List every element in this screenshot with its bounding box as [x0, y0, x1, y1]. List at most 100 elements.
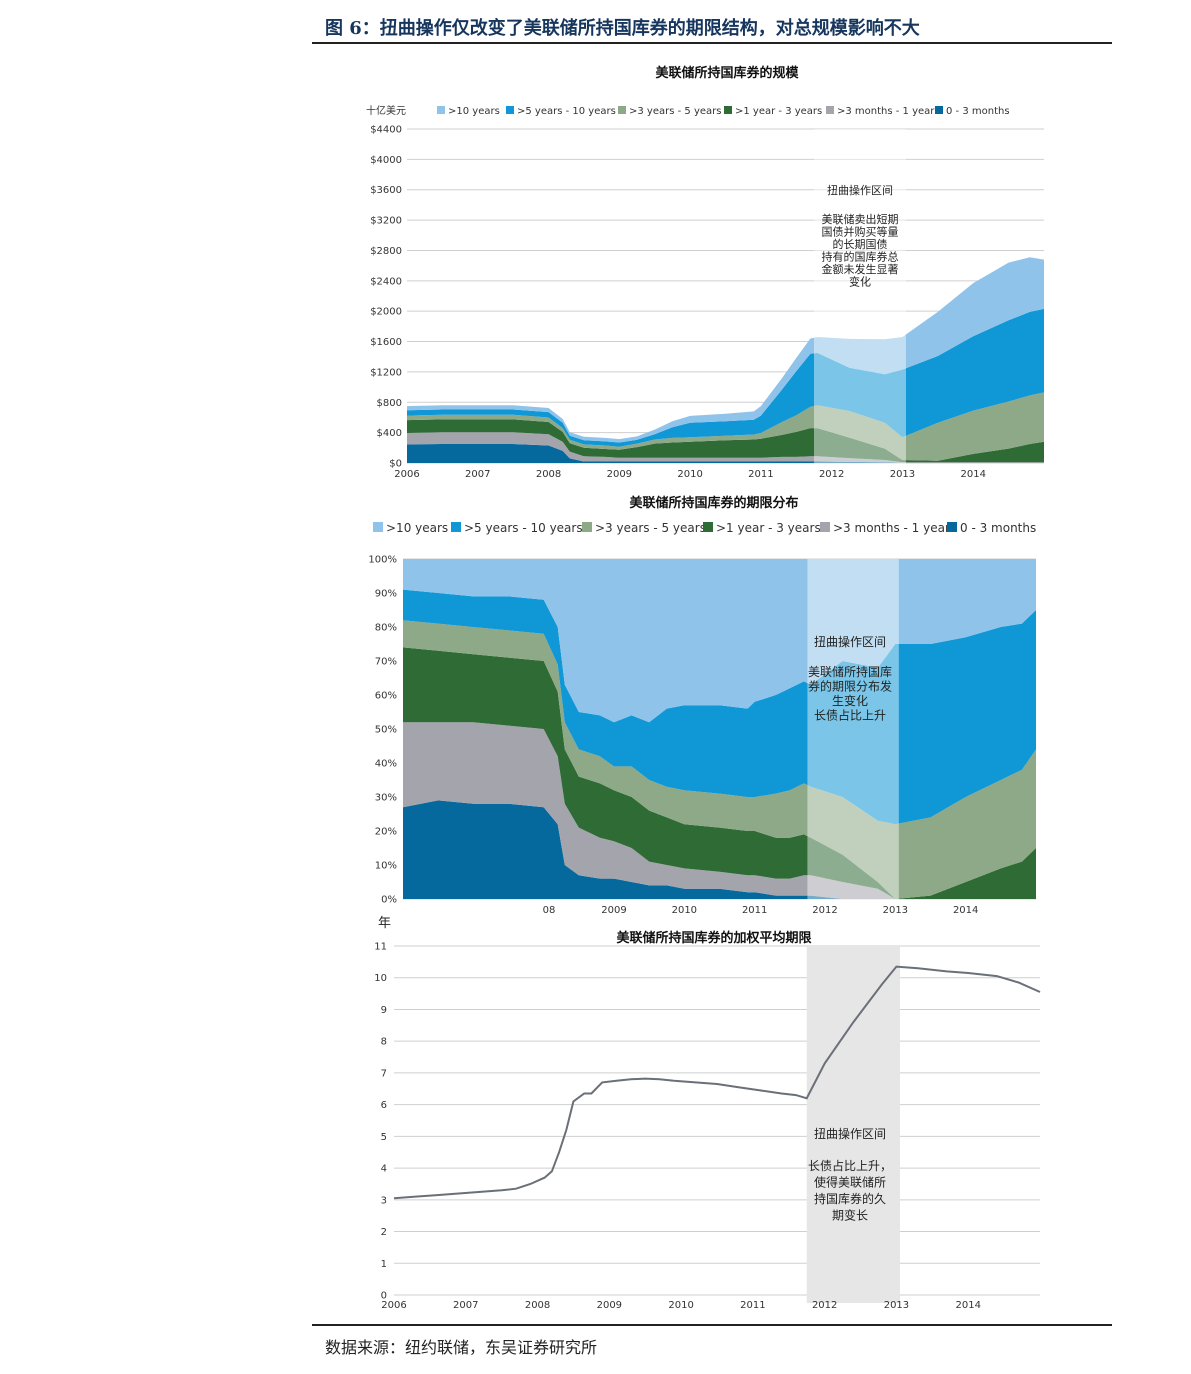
y-axis-label: 年	[378, 916, 391, 931]
x-tick-label: 2014	[960, 469, 985, 480]
legend-label: 0 - 3 months	[960, 521, 1036, 535]
x-tick-label: 2011	[742, 905, 767, 916]
legend-label: >1 year - 3 years	[716, 521, 821, 535]
y-tick-label: $1200	[370, 367, 402, 378]
legend-label: >5 years - 10 years	[464, 521, 583, 535]
source-note: 数据来源：纽约联储，东吴证券研究所	[325, 1338, 598, 1357]
area-series-y5_10	[407, 308, 1044, 447]
x-tick-label: 2010	[672, 905, 697, 916]
area-series-m3_1y	[403, 722, 1036, 899]
chart-title: 美联储所持国库券的加权平均期限	[616, 930, 812, 946]
y-tick-label: $4400	[370, 125, 402, 136]
legend-swatch-m0_3	[935, 106, 943, 114]
x-tick-label: 2012	[819, 469, 844, 480]
legend-swatch-y1_3	[703, 522, 713, 532]
y-axis-label: 十亿美元	[366, 104, 406, 117]
legend-label: >3 years - 5 years	[629, 106, 721, 117]
x-tick-label: 2008	[536, 469, 561, 480]
y-tick-label: 6	[381, 1100, 387, 1111]
chart-title: 美联储所持国库券的期限分布	[629, 495, 798, 511]
x-tick-label: 2009	[607, 469, 632, 480]
annotation-line: 持国库券的久	[814, 1191, 886, 1206]
twist-operation-band	[813, 129, 906, 469]
figure-title: 图 6：扭曲操作仅改变了美联储所持国库券的期限结构，对总规模影响不大	[325, 18, 920, 39]
x-tick-label: 2010	[668, 1300, 693, 1311]
y-tick-label: 70%	[375, 657, 397, 668]
annotation-line: 的长期国债	[833, 237, 888, 251]
y-tick-label: 0%	[381, 895, 397, 906]
y-tick-label: $3600	[370, 185, 402, 196]
x-tick-label: 2013	[883, 905, 908, 916]
x-tick-label: 2009	[597, 1300, 622, 1311]
legend-label: >3 months - 1 year	[837, 106, 935, 117]
y-tick-label: 1	[381, 1259, 387, 1270]
area-series-m0_3	[403, 800, 1036, 899]
x-tick-label: 2012	[812, 1300, 837, 1311]
y-tick-label: 5	[381, 1132, 387, 1143]
y-tick-label: $1600	[370, 337, 402, 348]
x-tick-label: 2009	[601, 905, 626, 916]
y-tick-label: 100%	[368, 555, 397, 566]
y-tick-label: 30%	[375, 793, 397, 804]
annotation-line: 期变长	[832, 1208, 868, 1223]
x-tick-label: 2010	[677, 469, 702, 480]
chart-3: 美联储所持国库券的加权平均期限 0 1 2 3 4 5 6 7 8 9 10 11 2006 2007 200…	[374, 916, 1041, 1311]
legend-swatch-m3_1y	[826, 106, 834, 114]
y-tick-label: 0	[381, 1291, 387, 1302]
twist-operation-band	[807, 559, 899, 905]
y-tick-label: 8	[381, 1037, 387, 1048]
annotation-line: 长债占比上升	[814, 708, 886, 723]
y-tick-label: 3	[381, 1195, 387, 1206]
y-tick-label: $2000	[370, 307, 402, 318]
y-tick-label: 10%	[375, 861, 397, 872]
legend-swatch-gt10	[373, 522, 383, 532]
y-tick-label: 90%	[375, 589, 397, 600]
area-series-m3_1y	[407, 432, 1044, 463]
x-tick-label: 2014	[953, 905, 978, 916]
top-rule	[312, 42, 1112, 44]
area-series-y3_5	[407, 392, 1044, 461]
x-tick-label: 2011	[748, 469, 773, 480]
x-tick-label: 2012	[812, 905, 837, 916]
annotation-line: 美联储卖出短期	[822, 212, 899, 226]
y-tick-label: 80%	[375, 623, 397, 634]
legend-swatch-y5_10	[506, 106, 514, 114]
annotation-title: 扭曲操作区间	[827, 183, 893, 197]
legend-label: >5 years - 10 years	[517, 106, 616, 117]
chart-1: 美联储所持国库券的规模 $0 $400 $800 $1200 $1600 $2000 $240…	[366, 65, 1044, 480]
legend-swatch-gt10	[437, 106, 445, 114]
annotation-title: 扭曲操作区间	[814, 634, 886, 649]
y-tick-label: 7	[381, 1068, 387, 1079]
legend-label: >3 months - 1 year	[833, 521, 950, 535]
y-tick-label: 40%	[375, 759, 397, 770]
bottom-rule	[312, 1324, 1112, 1326]
y-tick-label: 10	[374, 973, 387, 984]
legend-label: 0 - 3 months	[946, 106, 1010, 117]
annotation-title: 扭曲操作区间	[814, 1126, 886, 1141]
x-tick-label: 2011	[740, 1300, 765, 1311]
y-tick-label: $4000	[370, 155, 402, 166]
x-tick-label: 08	[543, 905, 556, 916]
area-series-gt10	[407, 257, 1044, 443]
twist-operation-band	[806, 946, 901, 1303]
x-tick-label: 2006	[394, 469, 419, 480]
legend-swatch-y3_5	[618, 106, 626, 114]
annotation-line: 美联储所持国库	[808, 664, 892, 679]
y-tick-label: 60%	[375, 691, 397, 702]
x-tick-label: 2013	[884, 1300, 909, 1311]
y-tick-label: 2	[381, 1227, 387, 1238]
y-tick-label: $3200	[370, 216, 402, 227]
x-tick-label: 2008	[525, 1300, 550, 1311]
area-series-y1_3	[403, 647, 1036, 899]
annotation-line: 生变化	[832, 693, 868, 708]
area-series-y1_3	[407, 419, 1044, 463]
area-series-y5_10	[403, 589, 1036, 825]
x-tick-label: 2007	[465, 469, 490, 480]
legend-label: >10 years	[448, 106, 500, 117]
y-tick-label: $2400	[370, 276, 402, 287]
y-tick-label: 50%	[375, 725, 397, 736]
legend-swatch-y3_5	[582, 522, 592, 532]
legend-label: >1 year - 3 years	[735, 106, 822, 117]
annotation-line: 国债并购买等量	[822, 225, 899, 239]
